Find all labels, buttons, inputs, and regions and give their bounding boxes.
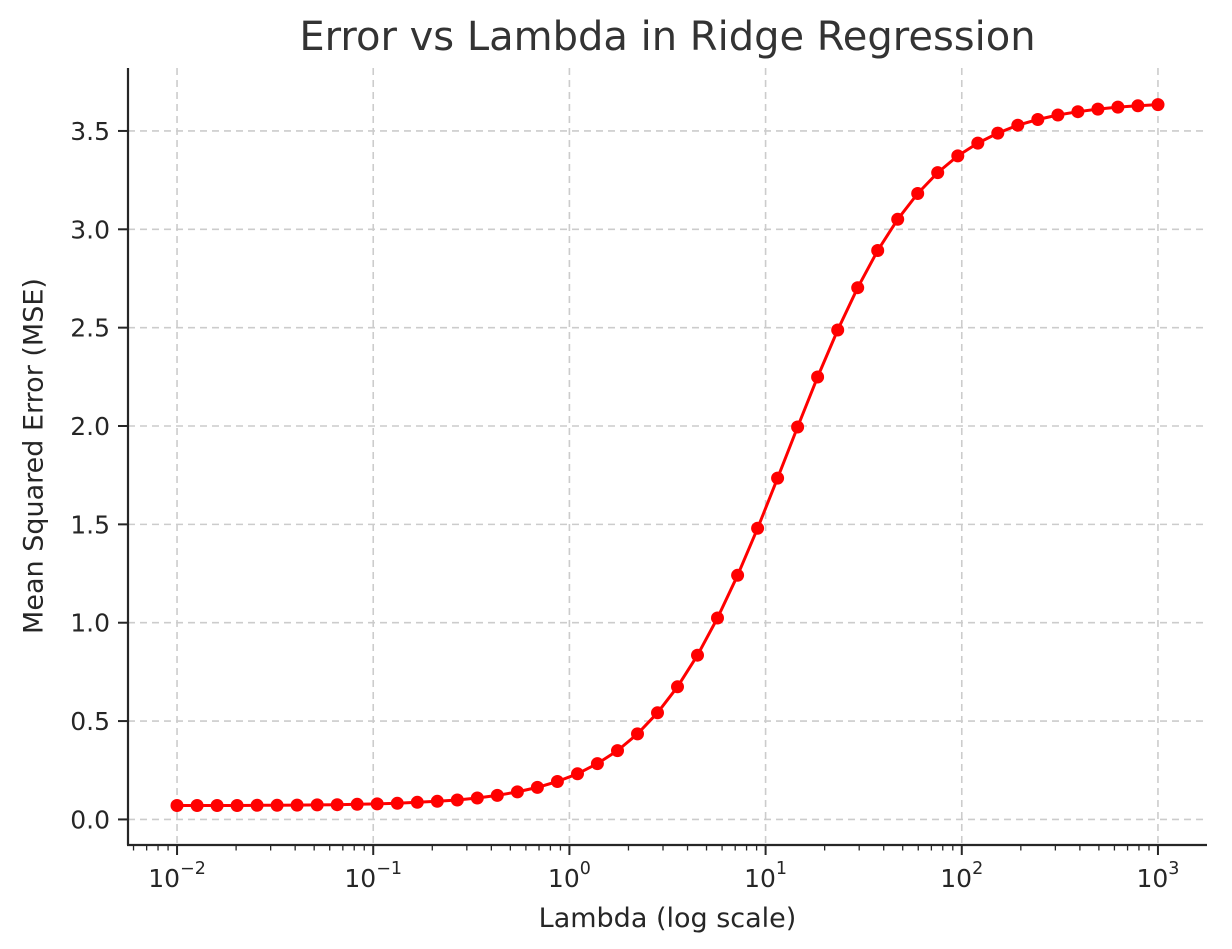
x-tick-label: 100 [548, 859, 591, 893]
data-point-marker [290, 798, 304, 812]
y-axis-label: Mean Squared Error (MSE) [18, 278, 50, 634]
y-tick-label: 1.0 [70, 609, 110, 638]
data-point-marker [631, 727, 644, 741]
data-point-marker [1091, 102, 1105, 116]
data-point-marker [170, 799, 184, 812]
data-point-marker [210, 799, 224, 812]
data-point-marker [931, 166, 945, 180]
x-tick-label: 103 [1136, 859, 1179, 893]
y-tick-label: 3.0 [70, 215, 110, 244]
y-tick-label: 1.5 [70, 510, 110, 539]
data-point-marker [771, 471, 785, 485]
y-tick-label: 3.5 [70, 117, 110, 146]
data-point-marker [550, 775, 564, 788]
data-point-marker [1031, 113, 1045, 126]
data-point-marker [390, 796, 404, 810]
data-point-marker [831, 323, 845, 337]
data-point-marker [991, 126, 1005, 140]
data-point-marker [871, 244, 885, 257]
mse-line [175, 103, 1160, 807]
mse-series [170, 98, 1165, 812]
x-tick-label: 10−1 [344, 859, 402, 893]
data-point-marker [1011, 118, 1025, 132]
data-point-marker [671, 680, 684, 694]
data-point-marker [751, 521, 765, 535]
chart-title: Error vs Lambda in Ridge Regression [299, 14, 1036, 60]
data-point-marker [971, 136, 985, 150]
y-tick-label: 2.5 [70, 314, 110, 343]
axis-ticks [118, 129, 1159, 855]
y-tick-label: 0.0 [70, 805, 110, 834]
data-point-marker [811, 370, 825, 384]
data-point-marker [711, 611, 724, 625]
data-point-marker [350, 797, 364, 811]
data-point-marker [250, 798, 264, 812]
data-point-marker [230, 799, 244, 812]
y-tick-label: 0.5 [70, 707, 110, 736]
x-tick-label: 102 [940, 859, 983, 893]
tick-labels: 10−2 10−1 100 101 102 103 0.0 0.5 1.0 1.5 2.0 2.5 3.… [70, 117, 1179, 893]
data-point-marker [1111, 100, 1125, 114]
data-point-marker [1071, 105, 1085, 119]
data-point-marker [530, 780, 544, 794]
data-point-marker [611, 744, 624, 758]
data-point-marker [651, 706, 664, 720]
data-point-marker [951, 149, 965, 163]
data-point-marker [691, 648, 704, 662]
data-point-marker [470, 791, 484, 805]
data-point-marker [270, 798, 284, 812]
data-point-marker [731, 568, 745, 582]
data-point-marker [1131, 99, 1145, 113]
data-point-marker [791, 420, 805, 434]
axis-spines [126, 68, 1207, 847]
data-point-marker [410, 795, 424, 809]
data-point-marker [430, 794, 444, 808]
x-tick-label: 101 [744, 859, 787, 893]
data-point-marker [310, 798, 324, 812]
data-point-marker [370, 797, 384, 811]
data-point-marker [330, 798, 344, 812]
data-point-marker [851, 281, 865, 295]
data-point-marker [590, 757, 604, 771]
data-point-marker [1051, 108, 1065, 122]
data-point-marker [571, 767, 584, 781]
data-point-marker [490, 788, 504, 802]
x-axis-label: Lambda (log scale) [538, 903, 797, 934]
y-tick-label: 2.0 [70, 412, 110, 441]
data-point-marker [891, 212, 905, 226]
data-point-marker [1151, 98, 1165, 112]
x-tick-label: 10−2 [148, 859, 206, 893]
data-point-marker [911, 187, 925, 200]
data-point-marker [450, 793, 464, 807]
gridlines [128, 68, 1207, 845]
data-point-marker [510, 785, 524, 799]
data-point-marker [190, 799, 204, 812]
